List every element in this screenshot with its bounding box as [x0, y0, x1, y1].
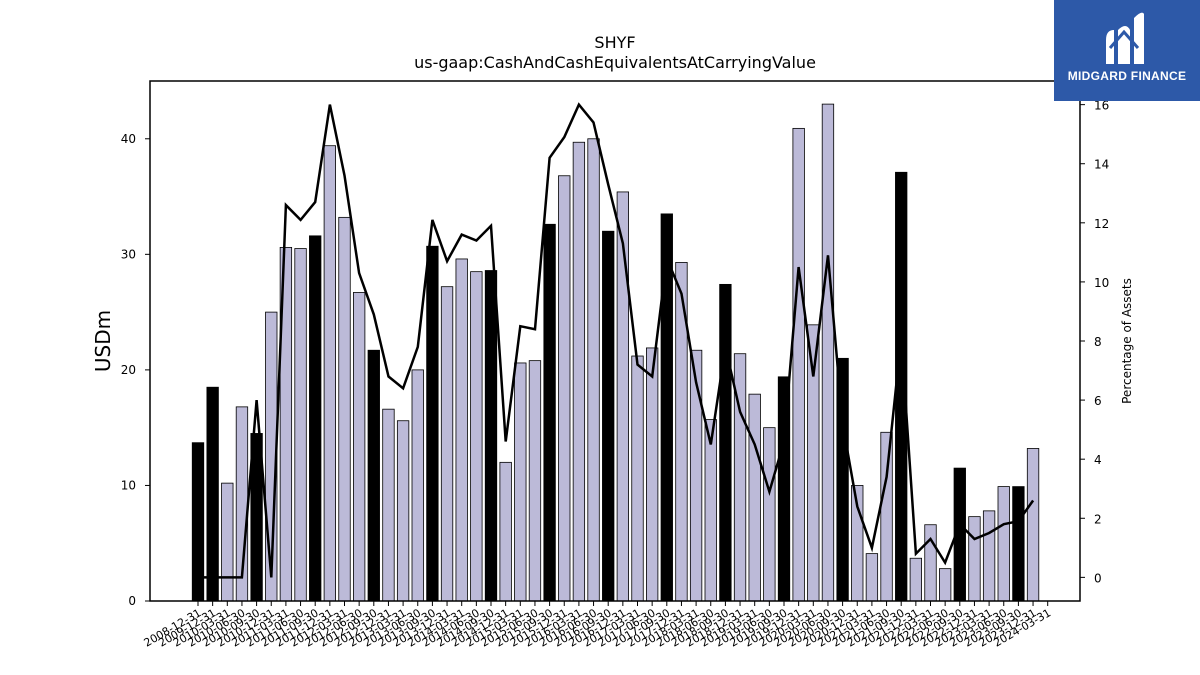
y2-tick-label: 0 — [1094, 571, 1102, 585]
bar — [309, 235, 322, 602]
bar — [396, 420, 410, 602]
y2-tick-label: 6 — [1094, 394, 1102, 408]
chart-title: SHYF — [594, 33, 635, 52]
y-axis-right: 0 2 4 6 8 10 12 14 16 — [1080, 99, 1109, 585]
bar — [689, 349, 703, 602]
bar — [924, 524, 937, 602]
bar — [763, 427, 776, 602]
bar — [572, 141, 586, 602]
bar — [352, 292, 366, 602]
bar — [631, 355, 644, 602]
percent-line-series — [198, 102, 1035, 579]
bar — [294, 248, 307, 602]
bar — [748, 393, 761, 602]
bar-series — [191, 103, 1040, 602]
chart-subtitle: us-gaap:CashAndCashEquivalentsAtCarrying… — [414, 53, 816, 72]
bar — [777, 376, 791, 602]
bar — [558, 175, 571, 602]
y2-tick-label: 16 — [1094, 99, 1109, 113]
bar — [719, 283, 732, 602]
bar — [836, 357, 849, 602]
bar — [426, 245, 439, 602]
bar — [411, 369, 424, 602]
y-tick-label: 30 — [121, 247, 136, 261]
brand-logo: MIDGARD FINANCE — [1054, 0, 1200, 101]
y2-tick-label: 10 — [1094, 276, 1109, 290]
y-tick-label: 20 — [121, 363, 136, 377]
brand-name: MIDGARD FINANCE — [1067, 69, 1187, 83]
y-axis-left: 0 10 20 30 40 — [121, 132, 150, 608]
bar — [1026, 448, 1040, 602]
bar — [338, 216, 351, 602]
bar — [367, 349, 380, 602]
bar — [514, 362, 527, 602]
bar — [382, 408, 395, 602]
midgard-logo-icon — [1106, 12, 1144, 65]
bar — [646, 347, 659, 602]
bar — [704, 419, 717, 602]
y-axis-label: USDm — [91, 310, 115, 372]
bar — [221, 482, 234, 602]
bar — [865, 553, 879, 602]
bar — [543, 223, 556, 602]
y2-tick-label: 8 — [1094, 335, 1102, 349]
y-tick-label: 0 — [128, 594, 136, 608]
bar — [997, 486, 1010, 602]
y-tick-label: 40 — [121, 132, 136, 146]
bar — [528, 360, 542, 602]
bar — [821, 103, 835, 602]
y2-tick-label: 4 — [1094, 453, 1102, 467]
bar — [206, 386, 219, 602]
percent-line — [198, 102, 1035, 579]
y2-axis-label: Percentage of Assets — [1120, 278, 1134, 404]
bar — [792, 127, 805, 602]
x-axis: 2008-12-312009-12-312010-03-312010-06-30… — [142, 601, 1053, 650]
bar — [1012, 486, 1025, 602]
y2-tick-label: 12 — [1094, 217, 1109, 231]
bar — [602, 230, 615, 602]
bar — [909, 557, 922, 602]
bar — [660, 213, 673, 602]
bar — [470, 271, 483, 602]
y2-tick-label: 2 — [1094, 512, 1102, 526]
y-tick-label: 10 — [121, 478, 136, 492]
y2-tick-label: 14 — [1094, 158, 1109, 172]
bar — [499, 461, 512, 602]
bar — [440, 286, 454, 602]
bar — [968, 516, 981, 602]
bar — [880, 431, 893, 602]
bar — [939, 568, 952, 602]
bar — [323, 145, 337, 602]
bar — [484, 270, 498, 602]
bar — [455, 258, 468, 602]
bar — [587, 138, 600, 602]
bar — [982, 510, 996, 602]
